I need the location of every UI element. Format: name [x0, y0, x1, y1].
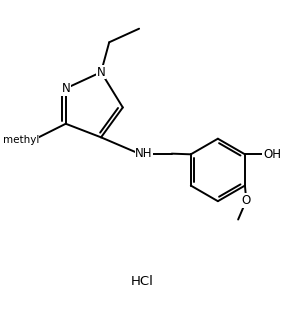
Text: NH: NH [135, 147, 153, 160]
Text: OH: OH [263, 148, 281, 161]
Text: N: N [97, 66, 106, 79]
Text: HCl: HCl [130, 275, 153, 288]
Text: N: N [61, 82, 70, 95]
Text: methyl: methyl [3, 135, 39, 145]
Text: O: O [242, 194, 251, 207]
